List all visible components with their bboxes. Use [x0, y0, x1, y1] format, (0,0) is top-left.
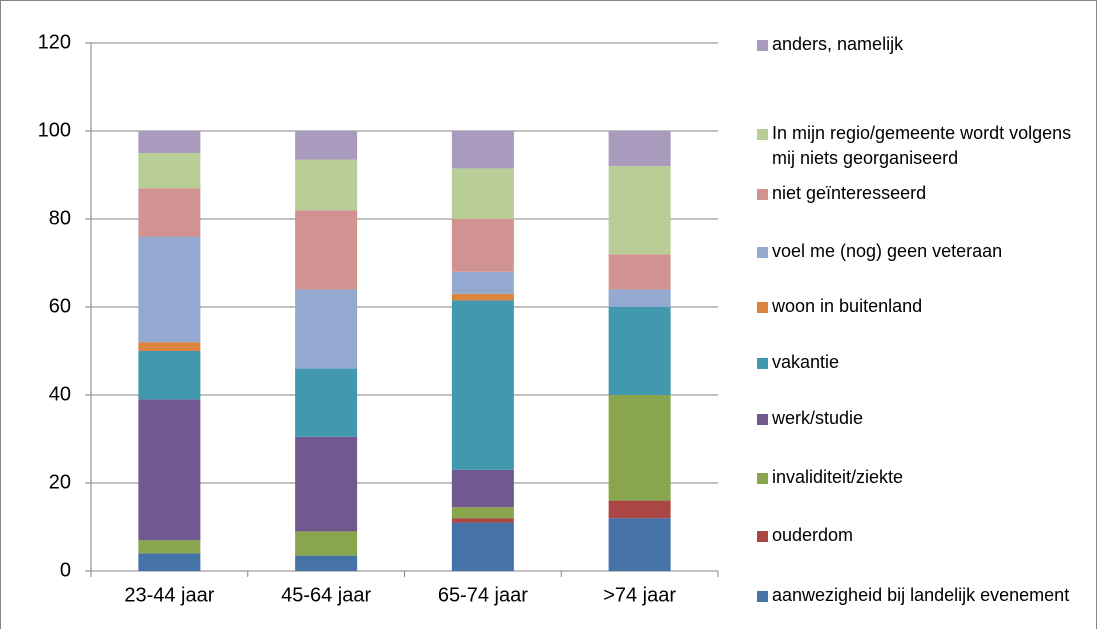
legend-label: vakantie — [772, 352, 840, 372]
legend-item: In mijn regio/gemeente wordt volgens mij… — [757, 121, 1097, 171]
legend-label: werk/studie — [772, 408, 864, 428]
bar-segment — [608, 518, 671, 571]
legend-swatch — [757, 473, 768, 484]
legend-item: voel me (nog) geen veteraan — [757, 239, 1097, 264]
y-tick-label: 20 — [49, 471, 71, 493]
x-tick-label: 23-44 jaar — [124, 584, 214, 606]
bar-segment — [451, 219, 514, 272]
bar-segment — [138, 342, 201, 351]
bar-segment — [138, 540, 201, 554]
legend-label: woon in buitenland — [772, 296, 923, 316]
bar-segment — [451, 131, 514, 169]
y-tick-label: 80 — [49, 207, 71, 229]
bar-segment — [608, 395, 671, 501]
bar-segment — [138, 153, 201, 189]
legend-item: woon in buitenland — [757, 294, 1097, 319]
bar-segment — [138, 553, 201, 571]
legend-label: aanwezigheid bij landelijk evenement — [772, 585, 1070, 605]
bar-segment — [451, 518, 514, 523]
bar-segment — [451, 507, 514, 519]
bar-segment — [138, 131, 201, 153]
y-tick-label: 60 — [49, 295, 71, 317]
bar-segment — [295, 289, 358, 369]
bar-segment — [608, 166, 671, 255]
y-tick-label: 120 — [38, 31, 71, 53]
bar-segment — [295, 159, 358, 211]
legend-swatch — [757, 189, 768, 200]
legend-label: anders, namelijk — [772, 34, 904, 54]
legend-swatch — [757, 302, 768, 313]
x-tick-label: 65-74 jaar — [438, 584, 528, 606]
legend-label: invaliditeit/ziekte — [772, 467, 904, 487]
bar-segment — [451, 300, 514, 470]
bar-segment — [608, 289, 671, 307]
legend-swatch — [757, 247, 768, 258]
legend-label: niet geïnteresseerd — [772, 183, 927, 203]
legend-swatch — [757, 40, 768, 51]
legend-swatch — [757, 591, 768, 602]
x-tick-label: 45-64 jaar — [281, 584, 371, 606]
legend-label: ouderdom — [772, 525, 854, 545]
legend-item: anders, namelijk — [757, 32, 1097, 57]
legend-label: voel me (nog) geen veteraan — [772, 241, 1003, 261]
bar-segment — [138, 399, 201, 541]
bar-segment — [138, 351, 201, 400]
y-tick-label: 0 — [60, 559, 71, 581]
legend-item: vakantie — [757, 350, 1097, 375]
bar-segment — [295, 436, 358, 532]
bar-segment — [451, 271, 514, 294]
bar-segment — [451, 293, 514, 301]
bar-segment — [451, 522, 514, 571]
bar-segment — [608, 131, 671, 167]
bar-segment — [295, 555, 358, 571]
bar-segment — [138, 188, 201, 237]
legend-swatch — [757, 414, 768, 425]
bar-segment — [608, 500, 671, 519]
bar-segment — [295, 131, 358, 160]
bar-segment — [138, 236, 201, 343]
x-tick-label: >74 jaar — [603, 584, 676, 606]
bar-segment — [608, 254, 671, 290]
legend-item: ouderdom — [757, 523, 1097, 548]
bar-segment — [451, 469, 514, 508]
y-tick-label: 100 — [38, 119, 71, 141]
bar-segment — [295, 531, 358, 556]
bar-segment — [451, 168, 514, 219]
legend-item: aanwezigheid bij landelijk evenement — [757, 583, 1097, 608]
legend-item: invaliditeit/ziekte — [757, 465, 1097, 490]
bar-segment — [295, 368, 358, 437]
legend-item: werk/studie — [757, 406, 1097, 431]
y-tick-label: 40 — [49, 383, 71, 405]
bar-segment — [295, 210, 358, 290]
bar-segment — [608, 307, 671, 395]
legend-item: niet geïnteresseerd — [757, 181, 1097, 206]
legend-swatch — [757, 358, 768, 369]
legend-swatch — [757, 129, 768, 140]
legend-label: In mijn regio/gemeente wordt volgens mij… — [772, 123, 1072, 168]
legend-swatch — [757, 531, 768, 542]
